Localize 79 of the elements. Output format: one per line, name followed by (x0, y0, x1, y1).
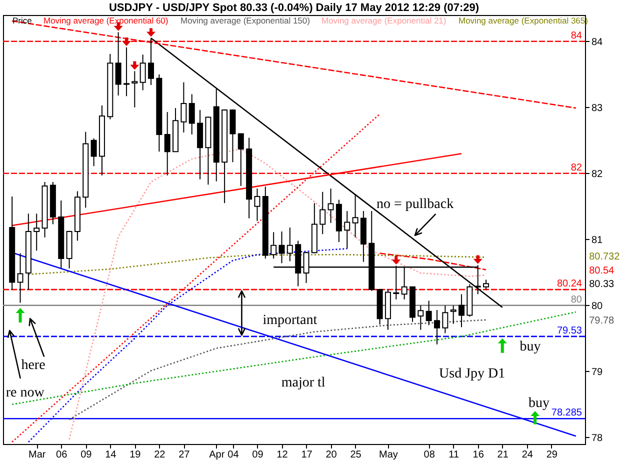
candlestick (115, 32, 122, 96)
candlestick (17, 252, 24, 304)
line-series (28, 254, 487, 276)
x-tick-label: 27 (178, 450, 190, 460)
text: 80.732 (589, 252, 620, 263)
candlestick (450, 304, 456, 324)
x-tick-label: 12 (276, 450, 288, 460)
ref-line-label: 82 (570, 162, 582, 174)
text: Moving average (Exponential 150) (180, 15, 310, 26)
text: 79.78 (589, 315, 615, 326)
candlestick (34, 213, 40, 252)
text: 80.33 (589, 278, 615, 290)
y-tick-label: 79 (592, 366, 604, 378)
candlestick (483, 279, 490, 290)
annotation: buy (520, 340, 541, 355)
y-tick-label: 82 (592, 168, 604, 180)
x-tick-label: 20 (326, 450, 338, 460)
annotation: here (21, 358, 46, 374)
chart-title: USDJPY - USD/JPY Spot 80.33 (-0.04%) Daily 17 May 2012 12:29 (07:29) (108, 2, 480, 14)
x-tick-label: 24 (522, 450, 534, 460)
y-tick-label: 81 (592, 234, 604, 246)
text: Moving average (Exponential 60) (44, 15, 168, 26)
candlestick (254, 188, 260, 222)
x-tick-label: 08 (424, 450, 436, 460)
x-tick-label: 06 (56, 450, 68, 460)
text: Price (12, 15, 32, 26)
x-tick-label: 09 (80, 450, 92, 460)
y-tick-label: 78 (592, 432, 604, 444)
x-tick-label: 11 (448, 450, 460, 460)
x-tick-label: 04 (228, 450, 240, 460)
candlestick (123, 46, 130, 97)
candlestick (230, 108, 236, 163)
candlestick (278, 230, 285, 264)
candlestick (286, 227, 293, 262)
candlestick (352, 194, 358, 238)
candlestick (140, 54, 146, 91)
y-tick-label: 83 (592, 102, 604, 114)
ref-line-label: 84 (570, 30, 582, 42)
candlestick (90, 138, 97, 167)
candlestick (442, 304, 448, 334)
candlestick (458, 294, 465, 328)
annotation: important (262, 313, 318, 328)
candlestick (238, 133, 244, 186)
candlestick (328, 188, 334, 224)
candlestick (188, 94, 195, 135)
candlestick (132, 70, 138, 108)
x-tick-label: Mar (28, 450, 46, 460)
ref-line-label: 78.285 (551, 408, 582, 419)
text: 80.54 (589, 265, 615, 276)
candlestick (270, 232, 277, 260)
ref-line-label: 80 (570, 294, 582, 306)
ref-line-label: 80.24 (556, 278, 582, 290)
x-tick-label: Apr (209, 450, 226, 460)
x-tick-label: 29 (546, 450, 558, 460)
annotation: re now (6, 386, 46, 401)
candlestick (320, 191, 326, 235)
text: Moving average (Exponential 21) (322, 15, 446, 26)
candlestick (426, 300, 432, 326)
ref-line-label: 79.53 (556, 325, 582, 336)
x-tick-label: 21 (497, 450, 509, 460)
x-tick-label: 22 (154, 450, 166, 460)
annotation: Usd Jpy D1 (439, 366, 506, 382)
candlestick (180, 82, 187, 133)
x-tick-label: 19 (130, 450, 142, 460)
x-tick-label: 17 (301, 450, 313, 460)
y-tick-label: 84 (592, 36, 604, 48)
annotation: buy (528, 396, 550, 412)
candlestick (418, 304, 424, 330)
x-tick-label: 14 (105, 450, 117, 460)
x-tick-label: May (379, 450, 398, 460)
candlestick (434, 310, 440, 345)
annotation: no = pullback (376, 196, 454, 212)
annotation: major tl (281, 376, 326, 391)
x-tick-label: 16 (472, 450, 484, 460)
x-tick-label: 25 (350, 450, 362, 460)
candlestick (164, 112, 170, 176)
candlestick (344, 210, 350, 250)
y-tick-label: 80 (592, 300, 604, 312)
x-tick-label: 09 (252, 450, 264, 460)
